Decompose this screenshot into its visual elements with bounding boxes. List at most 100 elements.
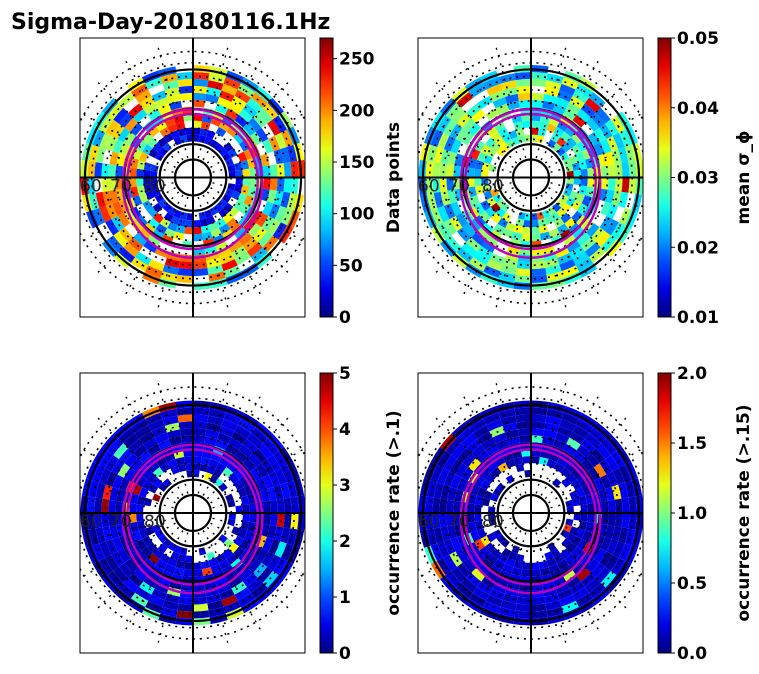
heatmap-cell [273, 526, 284, 542]
heatmap-cell [504, 429, 519, 440]
heatmap-cell [473, 425, 490, 439]
heatmap-cell [467, 521, 477, 533]
heatmap-cell [593, 548, 607, 563]
heatmap-cell [571, 162, 581, 171]
heatmap-cell [585, 558, 600, 573]
heatmap-cell [280, 482, 291, 499]
heatmap-cell [225, 493, 234, 502]
heatmap-cell [262, 177, 271, 190]
heatmap-cell [247, 186, 257, 198]
heatmap-cell [94, 513, 103, 529]
heatmap-cell [511, 567, 523, 577]
heatmap-cell [578, 185, 588, 196]
heatmap-cell [430, 543, 444, 561]
heatmap-cell [524, 470, 531, 478]
heatmap-cell [157, 103, 172, 115]
heatmap-cell [130, 458, 143, 472]
heatmap-cell [227, 518, 236, 527]
polar-plot-area: 60 70 80 [418, 38, 643, 317]
heatmap-cell [223, 538, 234, 549]
heatmap-cell [235, 505, 243, 513]
heatmap-cell [485, 570, 499, 583]
heatmap-cell [266, 189, 277, 204]
heatmap-cell [440, 190, 451, 206]
heatmap-cell [219, 90, 235, 103]
heatmap-cell [522, 562, 531, 570]
heatmap-cell [167, 557, 178, 568]
latitude-label: 80 [482, 177, 504, 197]
heatmap-cell [610, 557, 626, 576]
heatmap-cell [598, 153, 608, 167]
heatmap-cell [531, 456, 540, 464]
heatmap-cell [467, 167, 475, 178]
heatmap-cell [185, 127, 193, 136]
heatmap-cell [231, 190, 241, 201]
heatmap-cell [572, 425, 589, 439]
heatmap-cell [238, 108, 253, 123]
heatmap-cell [492, 432, 507, 444]
heatmap-cell [227, 164, 236, 172]
panel-frame [79, 372, 306, 654]
heatmap-cell [552, 478, 562, 488]
heatmap-cell [495, 207, 506, 218]
heatmap-cell [580, 504, 588, 513]
heatmap-cell [193, 226, 202, 235]
heatmap-cell [243, 530, 254, 542]
heatmap-cell [152, 524, 161, 533]
heatmap-cell [250, 582, 268, 599]
heatmap-cell [467, 186, 477, 198]
heatmap-cell [563, 108, 577, 121]
heatmap-cell [595, 443, 611, 460]
heatmap-cell [497, 126, 509, 138]
heatmap-cell [233, 535, 244, 547]
heatmap-cell [599, 551, 613, 567]
heatmap-cell [531, 213, 538, 221]
heatmap-cell [588, 467, 601, 481]
heatmap-cell [436, 222, 452, 240]
colorbar-tick-label: 3 [339, 476, 351, 496]
heatmap-cell [425, 496, 434, 513]
heatmap-cell [450, 201, 462, 216]
heatmap-cell [621, 497, 630, 513]
heatmap-cell [138, 487, 149, 498]
heatmap-cell [544, 422, 560, 433]
heatmap-cell [566, 240, 581, 253]
heatmap-cell [175, 224, 186, 234]
heatmap-cell [159, 126, 171, 138]
heatmap-cell [489, 252, 505, 265]
heatmap-cell [543, 93, 558, 104]
heatmap-cell [107, 438, 124, 456]
latitude-label: 70 [110, 512, 132, 532]
heatmap-cell [246, 577, 263, 593]
heatmap-cell [95, 527, 106, 544]
heatmap-cell [233, 162, 243, 171]
heatmap-cell [239, 538, 250, 551]
heatmap-cell [455, 212, 469, 228]
heatmap-cell [580, 438, 596, 454]
heatmap-cell [176, 407, 193, 416]
heatmap-cell [587, 167, 595, 178]
heatmap-cell [250, 247, 268, 263]
heatmap-cell [473, 251, 490, 266]
panel-frame [417, 372, 644, 654]
heatmap-cell [212, 468, 223, 479]
heatmap-cell [272, 450, 288, 469]
heatmap-cell [471, 232, 486, 247]
heatmap-cell [123, 467, 136, 481]
heatmap-cell [111, 551, 125, 567]
heatmap-cell [207, 415, 224, 426]
heatmap-cell [193, 120, 202, 129]
heatmap-cell [250, 131, 263, 146]
heatmap-cell [490, 493, 499, 502]
heatmap-cell [260, 488, 270, 502]
heatmap-cell [461, 242, 478, 258]
heatmap-cell [223, 202, 234, 213]
heatmap-cell [502, 258, 518, 269]
heatmap-cell [88, 144, 100, 163]
heatmap-cell [105, 455, 119, 472]
heatmap-cell [606, 203, 619, 220]
heatmap-cell [605, 554, 619, 571]
heatmap-cell [164, 422, 180, 433]
heatmap-cell [572, 587, 589, 601]
heatmap-cell [130, 592, 149, 608]
